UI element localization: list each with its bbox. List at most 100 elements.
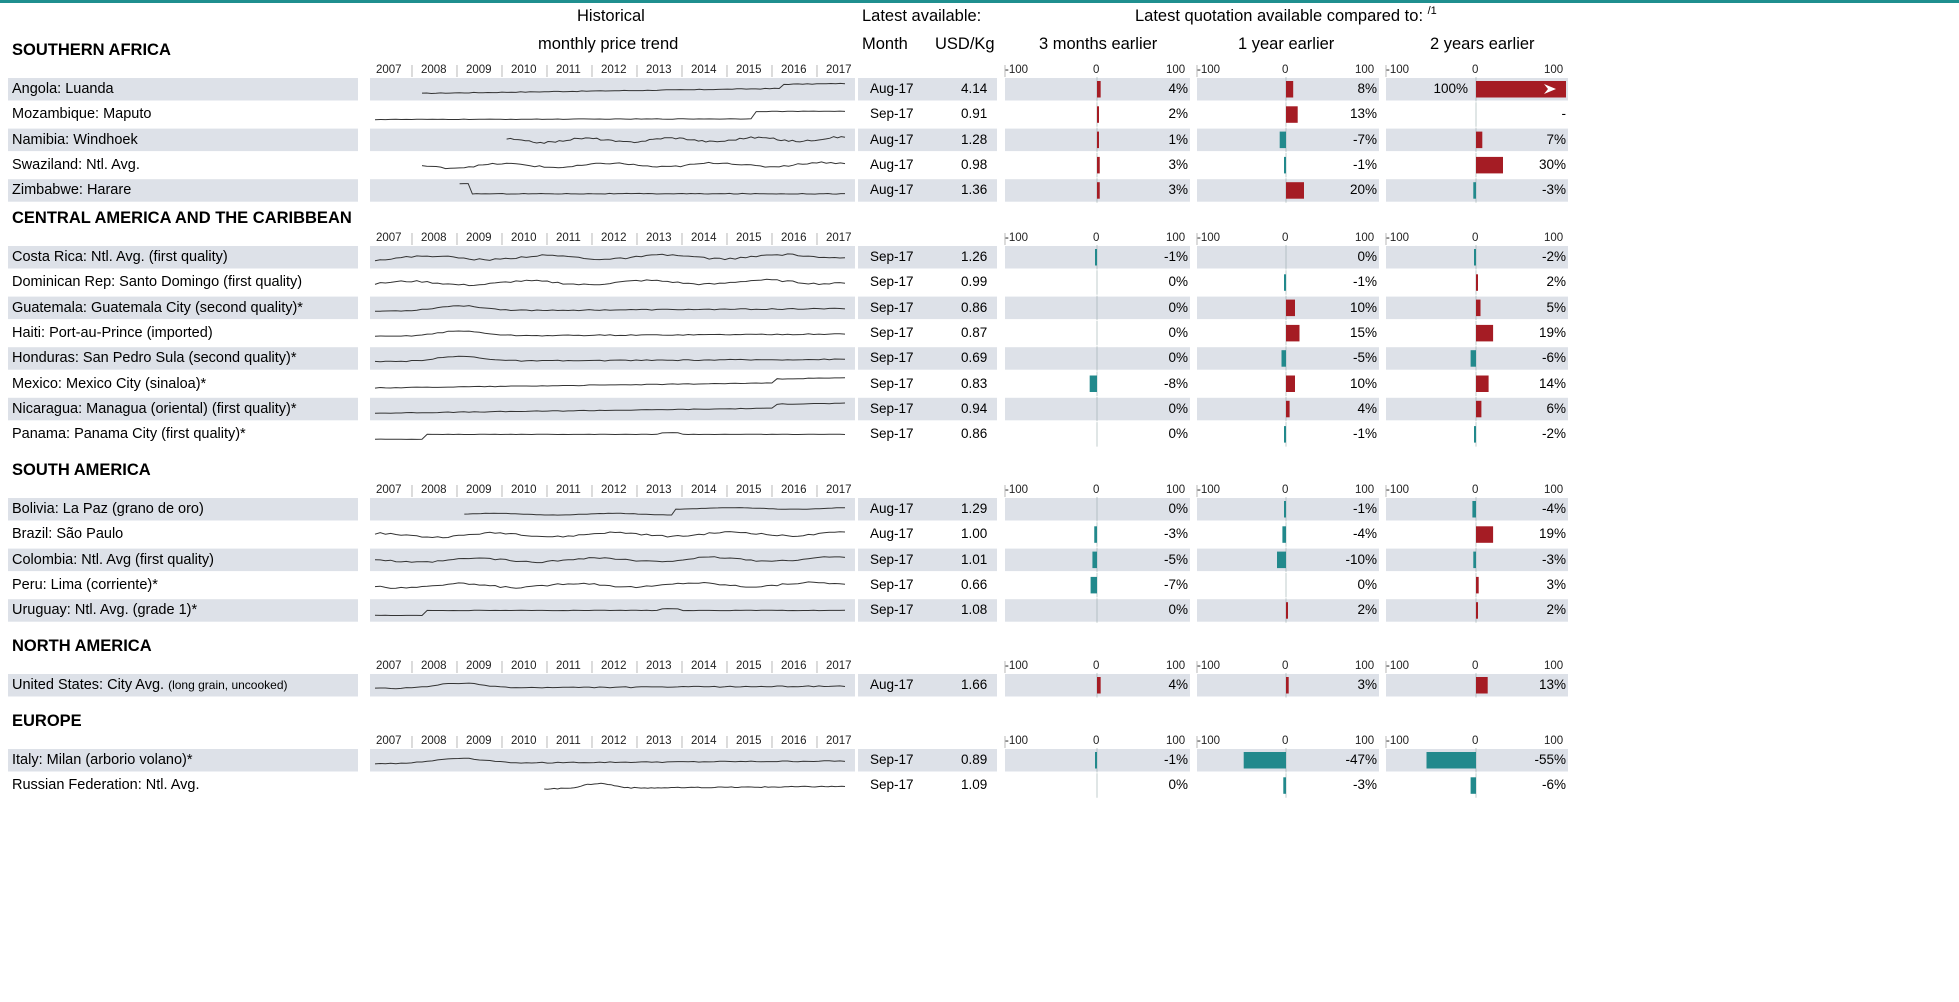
bar-axis-tick-min: -100 bbox=[1005, 64, 1029, 76]
change-value: 6% bbox=[1546, 400, 1566, 416]
bar-axis-tick-min: -100 bbox=[1197, 64, 1221, 76]
row-shade-price bbox=[858, 246, 997, 269]
row-price: 1.66 bbox=[961, 677, 988, 692]
row-month: Aug-17 bbox=[870, 182, 914, 198]
row-month: Sep-17 bbox=[870, 324, 914, 340]
change-value: 0% bbox=[1168, 350, 1188, 366]
year-tick-label: 2012 bbox=[601, 64, 627, 76]
row-month: Sep-17 bbox=[870, 274, 914, 290]
row-shade-price bbox=[858, 674, 997, 697]
row-label-text: Nicaragua: Managua (oriental) (first qua… bbox=[12, 400, 297, 417]
row-price: 1.00 bbox=[961, 526, 988, 542]
change-value: 19% bbox=[1538, 526, 1566, 542]
header-cmp-2y: 2 years earlier bbox=[1430, 35, 1535, 53]
change-value: 2% bbox=[1546, 274, 1566, 290]
bar-axis-tick-max: 100 bbox=[1166, 232, 1186, 244]
change-value: -47% bbox=[1345, 752, 1377, 767]
change-value: -1% bbox=[1352, 274, 1377, 290]
change-value: 5% bbox=[1546, 299, 1566, 315]
change-bar bbox=[1286, 400, 1290, 418]
row-shade-label bbox=[8, 246, 358, 269]
row-label-text: Panama: Panama City (first quality)* bbox=[12, 426, 246, 443]
row-shade-trend bbox=[370, 179, 855, 202]
change-value: 4% bbox=[1357, 400, 1377, 416]
change-bar bbox=[1470, 350, 1476, 367]
row-price: 0.86 bbox=[961, 426, 988, 442]
row-label-text: Zimbabwe: Harare bbox=[12, 182, 132, 199]
row-price: 4.14 bbox=[961, 81, 988, 96]
change-bar bbox=[1095, 249, 1097, 266]
bar-axis-tick-max: 100 bbox=[1355, 660, 1375, 672]
row-shade-label bbox=[8, 674, 358, 697]
change-bar bbox=[1097, 156, 1100, 174]
row-month: Aug-17 bbox=[870, 501, 914, 516]
row-label-text: Honduras: San Pedro Sula (second quality… bbox=[12, 350, 297, 367]
row-shade-trend bbox=[370, 296, 855, 320]
row-shade-bar bbox=[1005, 548, 1190, 572]
row-price: 0.83 bbox=[961, 375, 988, 391]
change-bar bbox=[1092, 551, 1097, 569]
row-label-text: Mozambique: Maputo bbox=[12, 106, 152, 123]
row-month: Sep-17 bbox=[870, 551, 914, 567]
row-price: 1.01 bbox=[961, 551, 988, 567]
bar-axis-tick-zero: 0 bbox=[1472, 64, 1479, 76]
bar-axis-tick-max: 100 bbox=[1355, 64, 1375, 76]
row-label: Uruguay: Ntl. Avg. (grade 1)* bbox=[12, 602, 197, 618]
row-shade-label bbox=[8, 749, 358, 772]
change-bar bbox=[1476, 299, 1481, 317]
change-value: 13% bbox=[1538, 677, 1566, 692]
row-label: Angola: Luanda bbox=[12, 81, 114, 97]
bar-axis-tick-min: -100 bbox=[1197, 484, 1221, 496]
change-value: 15% bbox=[1349, 324, 1377, 340]
section-title: SOUTHERN AFRICA bbox=[12, 41, 171, 59]
row-shade-bar bbox=[1197, 498, 1379, 521]
footnote-marker: /1 bbox=[1427, 5, 1437, 17]
change-bar bbox=[1476, 576, 1479, 594]
row-month: Sep-17 bbox=[870, 426, 914, 442]
bar-axis-tick-min: -100 bbox=[1005, 660, 1029, 672]
trend-sparkline bbox=[464, 507, 846, 516]
trend-sparkline bbox=[421, 82, 846, 95]
change-value: 4% bbox=[1168, 677, 1188, 692]
change-bar bbox=[1281, 350, 1286, 367]
row-label-text: Costa Rica: Ntl. Avg. (first quality) bbox=[12, 249, 228, 265]
change-value: - bbox=[1561, 106, 1567, 122]
year-tick-label: 2015 bbox=[736, 735, 762, 747]
change-bar bbox=[1284, 501, 1286, 518]
change-value: 0% bbox=[1168, 274, 1188, 290]
bar-axis-tick-min: -100 bbox=[1386, 660, 1410, 672]
year-tick-label: 2012 bbox=[601, 484, 627, 496]
trend-sparkline bbox=[421, 161, 846, 170]
row-shade-trend bbox=[370, 397, 855, 421]
year-tick-label: 2013 bbox=[646, 484, 672, 496]
change-bar bbox=[1286, 299, 1295, 317]
bar-axis-tick-min: -100 bbox=[1005, 484, 1029, 496]
year-tick-label: 2015 bbox=[736, 484, 762, 496]
bar-axis-tick-max: 100 bbox=[1166, 660, 1186, 672]
row-label: Colombia: Ntl. Avg (first quality) bbox=[12, 552, 214, 568]
year-tick-label: 2013 bbox=[646, 64, 672, 76]
bar-axis-tick-min: -100 bbox=[1386, 484, 1410, 496]
bar-axis-tick-zero: 0 bbox=[1093, 64, 1100, 76]
change-value: -55% bbox=[1534, 752, 1566, 767]
bar-axis-tick-zero: 0 bbox=[1282, 660, 1289, 672]
change-value: 2% bbox=[1357, 602, 1377, 618]
row-month: Sep-17 bbox=[870, 106, 914, 122]
row-shade-bar bbox=[1197, 128, 1379, 152]
row-label-note: (long grain, uncooked) bbox=[168, 678, 288, 692]
year-tick-label: 2016 bbox=[781, 232, 807, 244]
change-value: 0% bbox=[1168, 501, 1188, 516]
change-bar bbox=[1097, 106, 1099, 123]
row-label-text: Angola: Luanda bbox=[12, 81, 114, 97]
row-shade-price bbox=[858, 397, 997, 421]
row-label: Nicaragua: Managua (oriental) (first qua… bbox=[12, 401, 297, 417]
row-shade-bar bbox=[1197, 246, 1379, 269]
row-shade-price bbox=[858, 599, 997, 622]
change-bar bbox=[1476, 274, 1478, 291]
row-shade-label bbox=[8, 78, 358, 101]
bar-axis-tick-max: 100 bbox=[1544, 735, 1564, 747]
row-shade-bar bbox=[1005, 347, 1190, 370]
header-latest-quotation-text: Latest quotation available compared to: bbox=[1135, 7, 1424, 25]
change-bar bbox=[1472, 501, 1476, 518]
year-tick-label: 2009 bbox=[466, 484, 492, 496]
